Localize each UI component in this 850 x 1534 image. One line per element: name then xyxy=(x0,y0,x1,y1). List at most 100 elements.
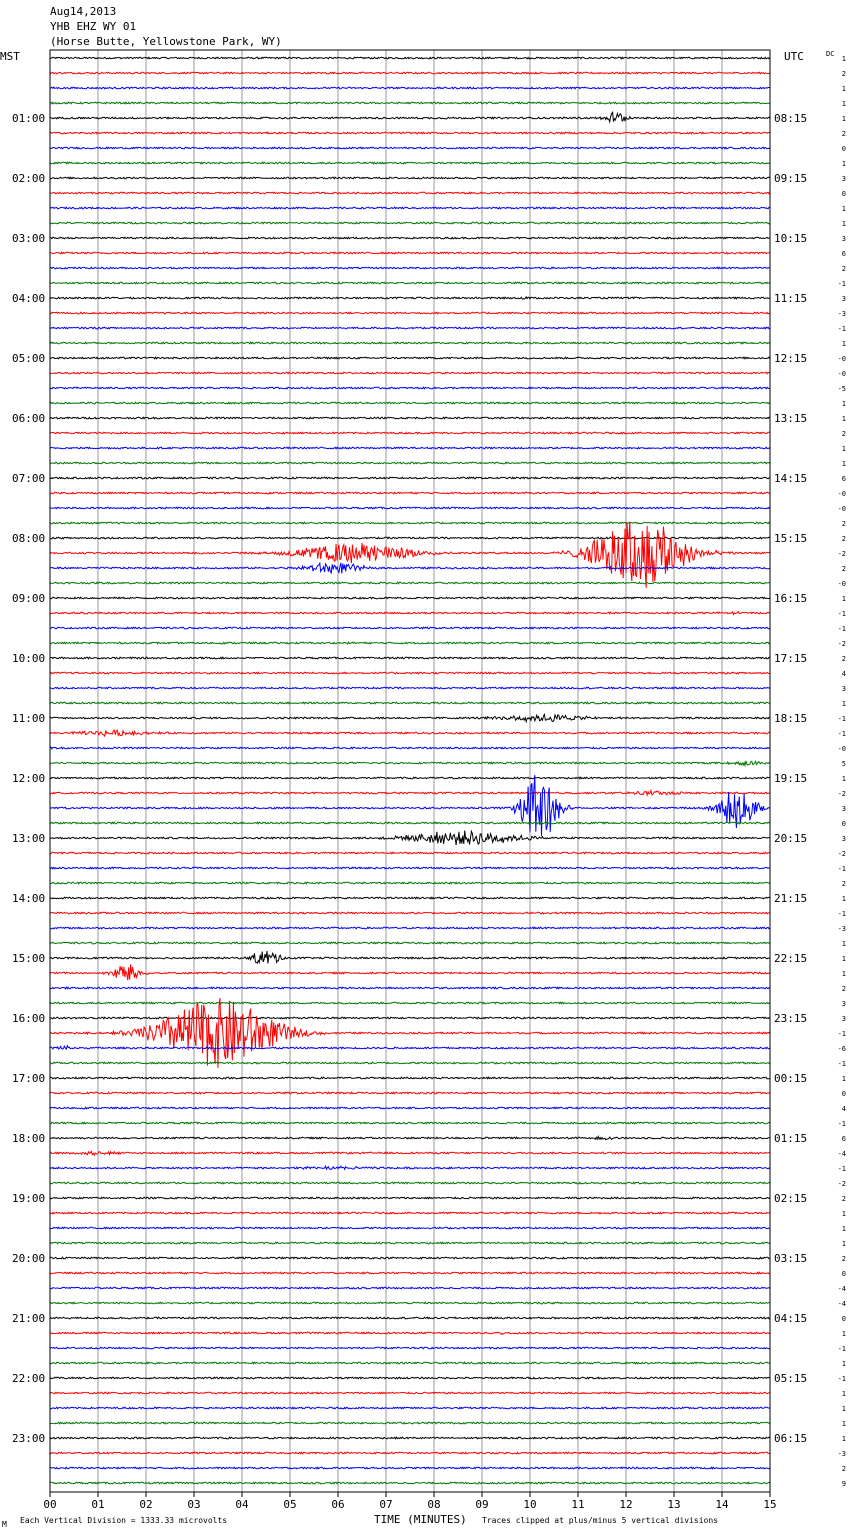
utc-hour-label: 05:15 xyxy=(774,1372,807,1385)
dc-offset-label: 1 xyxy=(842,55,846,63)
trace-row-52 xyxy=(49,829,771,846)
dc-offset-label: 2 xyxy=(842,880,846,888)
dc-offset-label: 3 xyxy=(842,835,846,843)
mst-hour-label: 22:00 xyxy=(12,1372,45,1385)
trace-row-47 xyxy=(49,760,771,768)
trace-row-23 xyxy=(49,401,771,405)
utc-hour-label: 04:15 xyxy=(774,1312,807,1325)
dc-offset-label: -1 xyxy=(838,715,846,723)
trace-row-56 xyxy=(49,896,771,900)
trace-row-67 xyxy=(49,1061,771,1065)
x-axis-label: TIME (MINUTES) xyxy=(374,1513,467,1526)
dc-offset-label: -1 xyxy=(838,610,846,618)
trace-row-20 xyxy=(49,356,771,360)
dc-offset-label: -1 xyxy=(838,730,846,738)
x-tick-label: 01 xyxy=(91,1498,104,1511)
trace-row-4 xyxy=(49,110,771,124)
trace-row-41 xyxy=(49,671,771,675)
dc-offset-label: 2 xyxy=(842,565,846,573)
dc-offset-label: 2 xyxy=(842,1255,846,1263)
dc-offset-label: -1 xyxy=(838,1120,846,1128)
trace-row-92 xyxy=(49,1436,771,1440)
mst-hour-label: 05:00 xyxy=(12,352,45,365)
dc-offset-label: -5 xyxy=(838,385,846,393)
utc-hour-label: 03:15 xyxy=(774,1252,807,1265)
trace-row-15 xyxy=(49,281,771,285)
dc-offset-label: -0 xyxy=(838,580,846,588)
mst-hour-label: 15:00 xyxy=(12,952,45,965)
dc-offset-label: 1 xyxy=(842,1330,846,1338)
x-tick-label: 12 xyxy=(619,1498,632,1511)
trace-row-27 xyxy=(49,461,771,465)
trace-row-5 xyxy=(49,131,771,135)
dc-offset-label: 2 xyxy=(842,130,846,138)
station-location: (Horse Butte, Yellowstone Park, WY) xyxy=(50,35,282,48)
dc-offset-label: 1 xyxy=(842,1420,846,1428)
mst-hour-label: 02:00 xyxy=(12,172,45,185)
trace-row-74 xyxy=(49,1164,771,1171)
dc-offset-label: 1 xyxy=(842,970,846,978)
trace-row-3 xyxy=(49,101,771,105)
trace-row-85 xyxy=(49,1331,771,1335)
dc-offset-label: 3 xyxy=(842,805,846,813)
trace-row-28 xyxy=(49,476,771,480)
utc-hour-label: 17:15 xyxy=(774,652,807,665)
dc-offset-label: -4 xyxy=(838,1285,846,1293)
plot-frame xyxy=(49,49,771,1493)
dc-offset-label: 2 xyxy=(842,985,846,993)
utc-hour-label: 06:15 xyxy=(774,1432,807,1445)
dc-offset-label: -1 xyxy=(838,1060,846,1068)
dc-offset-label: -1 xyxy=(838,625,846,633)
trace-row-29 xyxy=(49,491,771,495)
trace-row-38 xyxy=(49,626,771,630)
dc-offset-label: 2 xyxy=(842,520,846,528)
trace-row-81 xyxy=(49,1271,771,1275)
trace-row-64 xyxy=(49,1016,771,1020)
dc-offset-label: 0 xyxy=(842,190,846,198)
trace-row-63 xyxy=(49,1001,771,1005)
trace-row-2 xyxy=(49,86,770,90)
trace-row-69 xyxy=(49,1091,771,1095)
x-tick-label: 08 xyxy=(427,1498,440,1511)
dc-offset-label: 9 xyxy=(842,1480,846,1488)
dc-offset-label: -3 xyxy=(838,1450,846,1458)
trace-row-6 xyxy=(49,146,771,150)
trace-row-16 xyxy=(49,295,771,300)
trace-row-91 xyxy=(50,1421,771,1425)
x-tick-label: 13 xyxy=(667,1498,680,1511)
trace-row-32 xyxy=(49,536,771,540)
trace-row-94 xyxy=(49,1466,771,1470)
dc-offset-label: -4 xyxy=(838,1300,846,1308)
seismic-traces xyxy=(49,56,771,1485)
dc-offset-label: -2 xyxy=(838,790,846,798)
x-tick-label: 14 xyxy=(715,1498,729,1511)
trace-row-71 xyxy=(49,1121,771,1125)
dc-offset-label: 1 xyxy=(842,415,846,423)
dc-offset-label: -2 xyxy=(838,1180,846,1188)
dc-offset-label: 1 xyxy=(842,115,846,123)
clip-note: Traces clipped at plus/minus 5 vertical … xyxy=(482,1516,718,1525)
trace-row-22 xyxy=(49,386,771,390)
trace-row-48 xyxy=(49,776,771,780)
dc-offset-label: 1 xyxy=(842,460,846,468)
utc-hour-label: 22:15 xyxy=(774,952,807,965)
mst-hour-label: 18:00 xyxy=(12,1132,45,1145)
dc-offset-label: 1 xyxy=(842,400,846,408)
tiny-mark: M xyxy=(2,1520,7,1529)
dc-offset-label: -2 xyxy=(838,550,846,558)
dc-offset-label: 1 xyxy=(842,1225,846,1233)
x-tick-label: 00 xyxy=(43,1498,56,1511)
x-tick-label: 07 xyxy=(379,1498,392,1511)
dc-offset-label: 0 xyxy=(842,145,846,153)
dc-offset-label: 5 xyxy=(842,760,846,768)
trace-row-46 xyxy=(49,746,771,750)
dc-offset-label: 3 xyxy=(842,1015,846,1023)
dc-offset-label: 1 xyxy=(842,205,846,213)
mst-hour-labels: 01:00 02:00 03:00 04:00 05:00 06:00 07:00 08:00… xyxy=(12,112,45,1445)
dc-offset-label: 6 xyxy=(842,1135,846,1143)
mst-hour-label: 16:00 xyxy=(12,1012,45,1025)
utc-hour-label: 20:15 xyxy=(774,832,807,845)
dc-offset-label: -1 xyxy=(838,1165,846,1173)
dc-offset-label: 2 xyxy=(842,1195,846,1203)
trace-row-9 xyxy=(49,191,771,195)
